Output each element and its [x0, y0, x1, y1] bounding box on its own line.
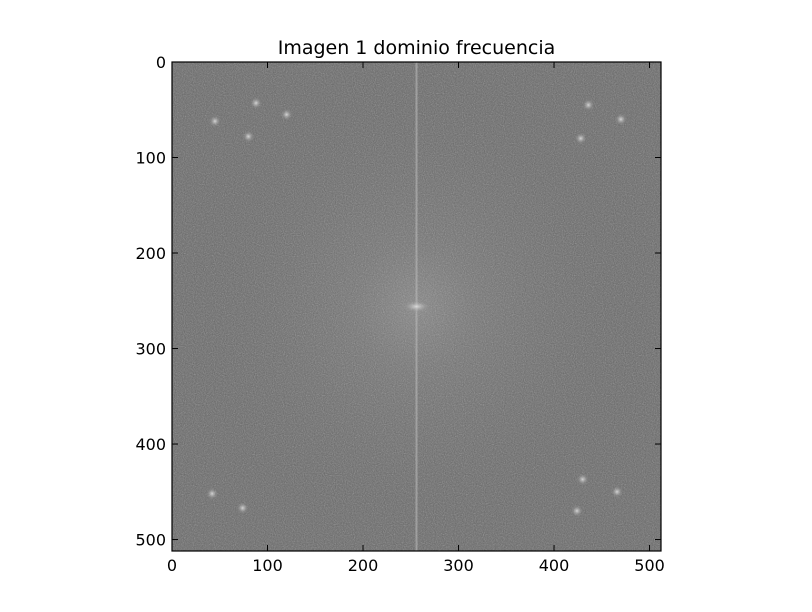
spectrum-bright-spot [582, 98, 595, 111]
x-tick-label: 0 [167, 556, 177, 575]
y-tick-label: 200 [135, 244, 166, 263]
y-tick-label: 0 [156, 53, 166, 72]
spectrum-bright-spot [614, 113, 627, 126]
x-tick-label: 500 [634, 556, 665, 575]
y-tick-label: 300 [135, 340, 166, 359]
spectrum-bright-spot [576, 473, 589, 486]
y-tick-label: 500 [135, 531, 166, 550]
spectrum-bright-spot [206, 487, 219, 500]
spectrum-features [206, 62, 627, 551]
x-axis: 0 100 200 300 400 500 [167, 62, 665, 575]
spectrum-bright-spot [208, 115, 221, 128]
x-tick-label: 100 [252, 556, 283, 575]
spectrum-bright-spot [574, 132, 587, 145]
spectrum-bright-spot [570, 504, 583, 517]
spectrum-bright-spot [611, 485, 624, 498]
x-tick-label: 300 [443, 556, 474, 575]
plot-title: Imagen 1 dominio frecuencia [278, 37, 556, 59]
y-axis: 0 100 200 300 400 500 [135, 53, 661, 550]
y-tick-label: 400 [135, 435, 166, 454]
y-tick-label: 100 [135, 149, 166, 168]
spectrum-bright-spot [250, 97, 263, 110]
axes-frame [171, 61, 662, 552]
dc-component-peak [402, 300, 431, 313]
x-tick-label: 400 [539, 556, 570, 575]
x-tick-label: 200 [348, 556, 379, 575]
spectrum-bright-spot [280, 108, 293, 121]
spectrum-bright-spot [236, 502, 249, 515]
spectrum-bright-spot [242, 130, 255, 143]
spectrum-image [172, 62, 661, 551]
